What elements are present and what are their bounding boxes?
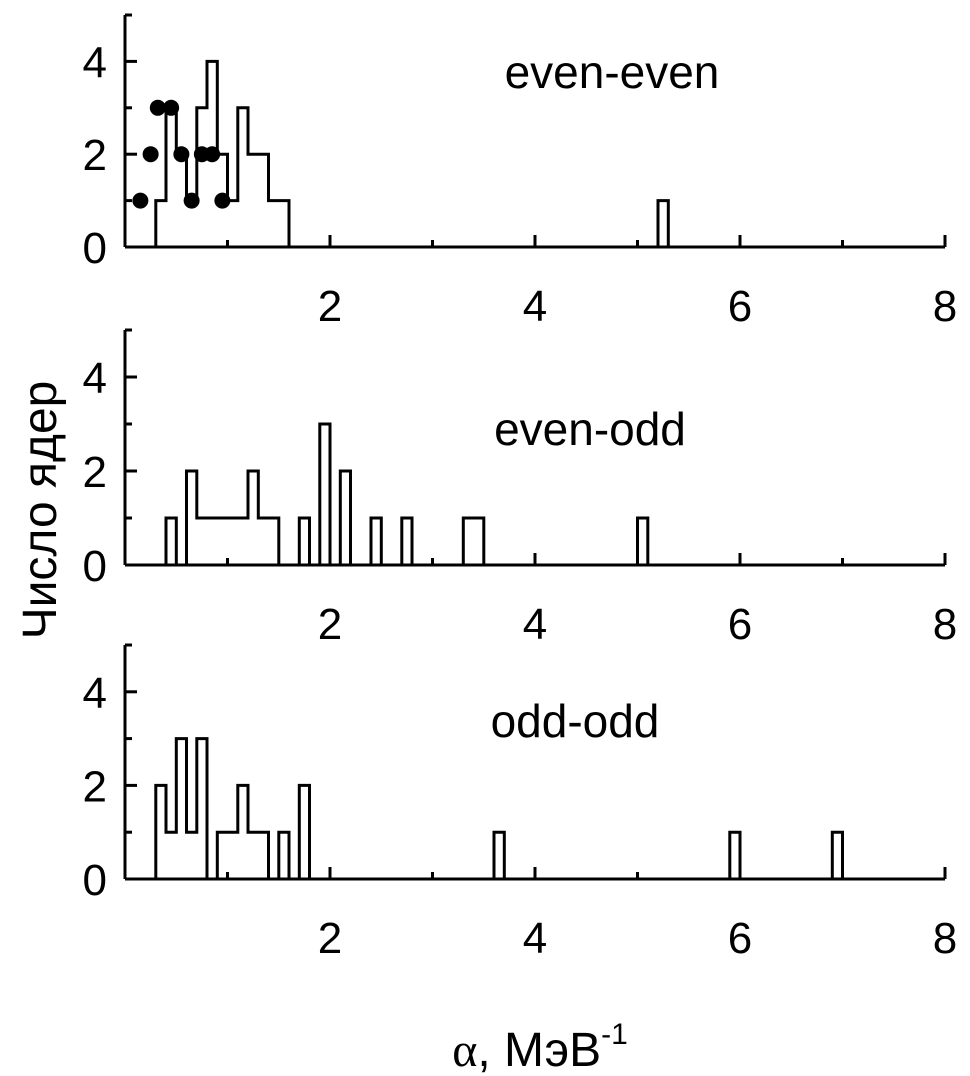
y-tick-label: 2 [83,762,107,811]
panels: 0 2 4 2 4 6 8 even-even 0 2 4 2 4 6 8 even-odd 0 2 4 2 4 6 8 od… [83,13,957,963]
data-point [163,99,180,116]
data-point [142,146,159,163]
data-point [173,146,190,163]
y-tick-label: 2 [83,131,107,180]
y-tick-label: 0 [83,856,107,905]
panel-title: even-odd [494,403,686,455]
x-tick-label: 4 [523,600,547,649]
data-point [214,192,231,209]
x-tick-label: 4 [523,914,547,963]
data-point [149,99,166,116]
data-point [132,192,149,209]
data-point [204,146,221,163]
x-tick-label: 6 [728,914,752,963]
histogram-even-odd [164,422,945,567]
y-tick-label: 4 [83,669,107,718]
x-tick-label: 2 [318,600,342,649]
x-tick-label: 2 [318,914,342,963]
y-tick-label: 0 [83,542,107,591]
x-tick-label: 6 [728,282,752,331]
y-tick-label: 4 [83,354,107,403]
panel-odd-odd: 0 2 4 2 4 6 8 odd-odd [83,643,957,963]
data-point [183,192,200,209]
x-axis-title: α, МэВ-1 [452,1018,628,1076]
y-tick-label: 0 [83,224,107,273]
x-axis-exponent: -1 [601,1018,628,1051]
x-tick-label: 2 [318,282,342,331]
x-tick-label: 6 [728,600,752,649]
x-tick-label: 8 [933,914,957,963]
x-tick-label: 8 [933,282,957,331]
y-tick-label: 4 [83,38,107,87]
x-tick-label: 4 [523,282,547,331]
panel-even-even: 0 2 4 2 4 6 8 even-even [83,13,957,331]
y-axis-title: Число ядер [14,381,67,640]
histogram-odd-odd [154,737,945,881]
x-axis-unit: , МэВ [477,1024,601,1076]
panel-title: even-even [505,46,720,98]
y-tick-label: 2 [83,448,107,497]
x-axis-symbol: α [452,1024,477,1076]
x-tick-label: 8 [933,600,957,649]
histogram-even-even [154,59,945,249]
panel-even-odd: 0 2 4 2 4 6 8 even-odd [83,328,957,649]
panel-title: odd-odd [491,695,660,747]
